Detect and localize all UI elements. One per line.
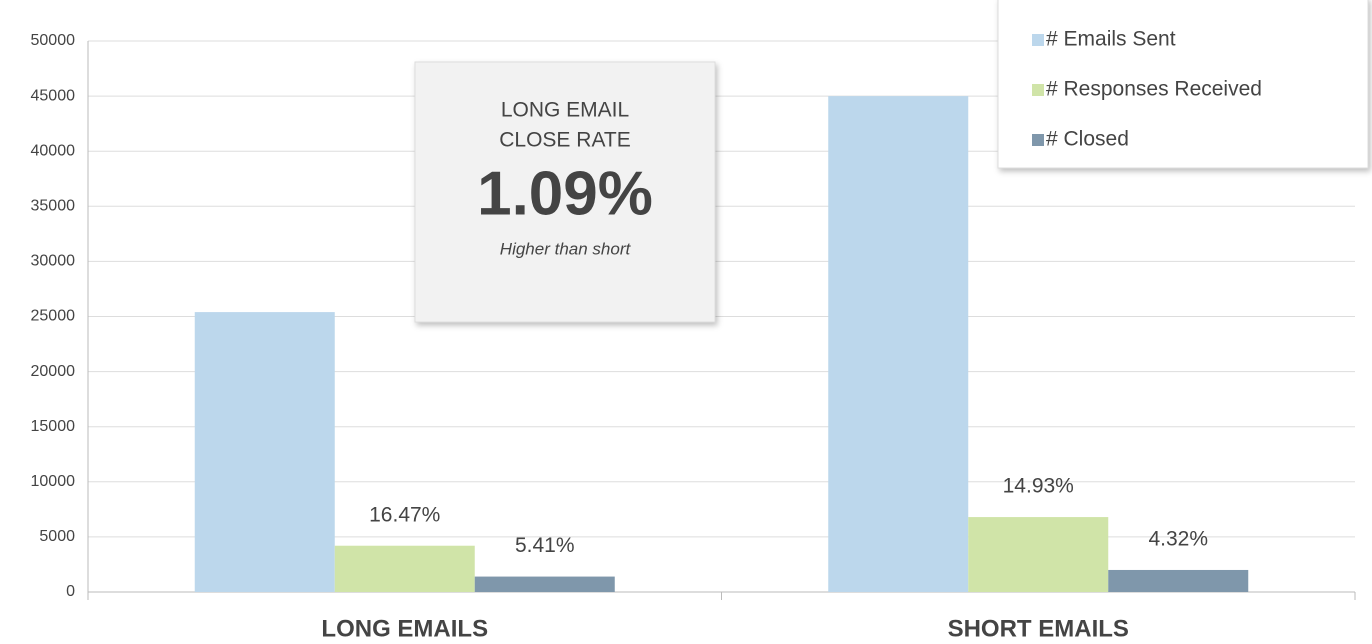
legend-swatch (1032, 34, 1044, 46)
bar-annotation: 4.32% (1148, 528, 1208, 551)
legend-label: # Emails Sent (1046, 28, 1176, 51)
legend-swatch (1032, 134, 1044, 146)
y-tick-label: 10000 (31, 473, 76, 490)
x-tick-label: LONG EMAILS (321, 615, 488, 642)
callout-line: CLOSE RATE (499, 129, 630, 152)
bar-annotation: 16.47% (369, 503, 440, 526)
y-tick-label: 15000 (31, 418, 76, 435)
y-tick-label: 40000 (31, 142, 76, 159)
bar (474, 576, 615, 592)
bar (828, 96, 969, 592)
legend-swatch (1032, 84, 1044, 96)
callout-note: Higher than short (500, 239, 632, 258)
y-tick-label: 5000 (39, 528, 75, 545)
bar (194, 312, 335, 592)
y-tick-label: 45000 (31, 87, 76, 104)
y-tick-label: 20000 (31, 363, 76, 380)
callout-box (414, 61, 716, 323)
legend-label: # Closed (1046, 128, 1129, 151)
y-tick-label: 50000 (31, 32, 76, 49)
callout-value: 1.09% (477, 159, 653, 228)
bar (1108, 569, 1249, 592)
bar-annotation: 14.93% (1003, 475, 1074, 498)
legend-box (997, 0, 1369, 169)
callout: LONG EMAIL CLOSE RATE 1.09% Higher than sho… (414, 61, 716, 323)
y-tick-label: 30000 (31, 253, 76, 270)
callout-line: LONG EMAIL (501, 99, 629, 122)
y-tick-label: 25000 (31, 308, 76, 325)
y-tick-label: 0 (66, 583, 75, 600)
y-tick-label: 35000 (31, 198, 76, 215)
bar-annotation: 5.41% (515, 534, 575, 557)
legend-label: # Responses Received (1046, 78, 1262, 101)
legend: # Emails Sent # Responses Received # Close… (997, 0, 1369, 169)
x-tick-label: SHORT EMAILS (948, 615, 1129, 642)
bar (968, 517, 1109, 592)
bar (334, 545, 475, 592)
